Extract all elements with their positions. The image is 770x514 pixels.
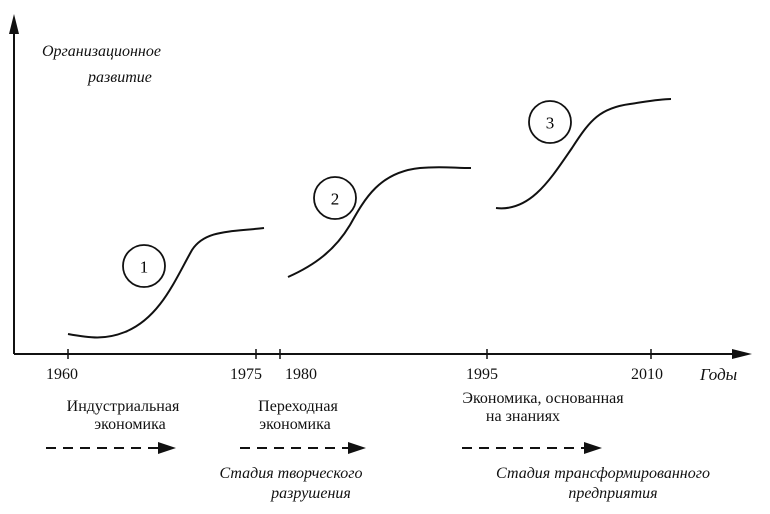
era-arrow-3-head [584, 442, 602, 454]
tick-label-1975: 1975 [230, 366, 262, 383]
tick-label-2010: 2010 [631, 366, 663, 383]
stage-creative-line2: разрушения [271, 485, 351, 502]
era-label-industrial: Индустриальная экономика [40, 398, 206, 435]
stage-label-transformed-enterprise: Стадия трансформированного предприятия [448, 464, 758, 504]
era-transition-line1: Переходная [258, 398, 338, 415]
y-axis-label-line2: развитие [88, 69, 152, 86]
tick-label-1960: 1960 [46, 366, 78, 383]
curve-3-number: 3 [546, 114, 555, 133]
era-transition-line2: экономика [259, 416, 331, 434]
era-industrial-line1: Индустриальная [66, 398, 180, 415]
era-arrow-2-head [348, 442, 366, 454]
curve-3-marker [528, 100, 572, 144]
era-industrial-line2: экономика [94, 416, 166, 434]
s-curve-1 [67, 227, 265, 339]
curve-1-marker [122, 244, 166, 288]
tick-label-1980: 1980 [285, 366, 317, 383]
curve-2-marker [313, 176, 357, 220]
x-axis-label: Годы [700, 365, 738, 384]
era-knowledge-line1: Экономика, основанная [462, 390, 624, 407]
era-label-knowledge: Экономика, основанная на знаниях [420, 390, 666, 427]
stage-transformed-line1: Стадия трансформированного [496, 465, 710, 482]
era-knowledge-line2: на знаниях [485, 408, 561, 426]
y-axis-label-line1: Организационное [42, 43, 161, 60]
s-curve-3 [495, 98, 672, 210]
era-arrow-1-head [158, 442, 176, 454]
tick-label-1995: 1995 [466, 366, 498, 383]
x-axis-arrow [732, 349, 752, 359]
s-curve-2 [287, 166, 472, 278]
y-axis-arrow [9, 14, 19, 34]
stage-label-creative-destruction: Стадия творческого разрушения [186, 464, 396, 504]
curve-1-number: 1 [140, 258, 149, 277]
stage-transformed-line2: предприятия [568, 485, 658, 502]
stage-creative-line1: Стадия творческого [219, 465, 363, 482]
curve-2-number: 2 [331, 190, 340, 209]
era-label-transition: Переходная экономика [228, 398, 368, 435]
